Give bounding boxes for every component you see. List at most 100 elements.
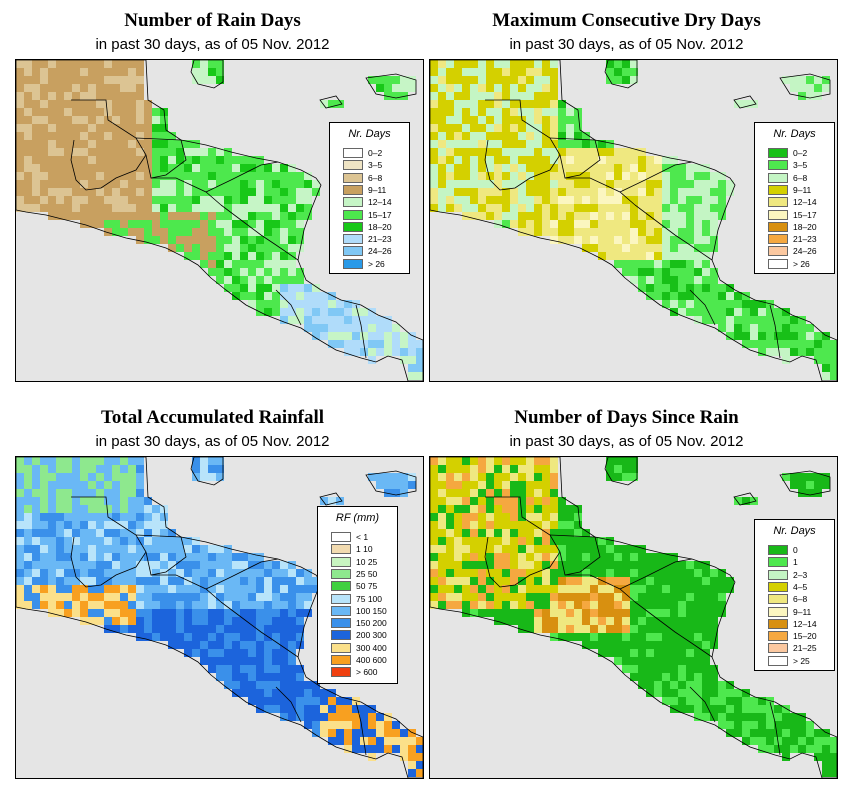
grid-cell [112, 220, 120, 228]
grid-cell [582, 593, 590, 601]
grid-cell [694, 673, 702, 681]
grid-cell [646, 164, 654, 172]
grid-cell [766, 332, 774, 340]
grid-cell [152, 529, 160, 537]
grid-cell [88, 457, 96, 465]
legend-item: 18–20 [768, 221, 832, 233]
coastline [365, 470, 417, 496]
grid-cell [176, 601, 184, 609]
grid-cell [694, 316, 702, 324]
grid-cell [510, 529, 518, 537]
grid-cell [96, 124, 104, 132]
grid-cell [336, 721, 344, 729]
grid-cell [606, 553, 614, 561]
grid-cell [56, 204, 64, 212]
grid-cell [806, 324, 814, 332]
grid-cell [280, 204, 288, 212]
grid-cell [112, 577, 120, 585]
grid-cell [646, 673, 654, 681]
grid-cell [566, 633, 574, 641]
coastline [365, 73, 417, 99]
grid-cell [598, 252, 606, 260]
grid-cell [582, 244, 590, 252]
grid-cell [48, 577, 56, 585]
grid-cell [638, 260, 646, 268]
grid-cell [710, 665, 718, 673]
grid-cell [630, 561, 638, 569]
grid-cell [408, 729, 416, 737]
grid-cell [232, 649, 240, 657]
grid-cell [408, 84, 416, 92]
grid-cell [40, 601, 48, 609]
grid-cell [606, 252, 614, 260]
legend-title: Nr. Days [773, 128, 816, 140]
legend-swatch [768, 209, 788, 220]
grid-cell [40, 481, 48, 489]
grid-cell [184, 212, 192, 220]
grid-cell [72, 529, 80, 537]
grid-cell [502, 553, 510, 561]
grid-cell [678, 577, 686, 585]
grid-cell [486, 497, 494, 505]
grid-cell [152, 172, 160, 180]
grid-cell [80, 76, 88, 84]
grid-cell [192, 236, 200, 244]
grid-cell [486, 180, 494, 188]
grid-cell [120, 220, 128, 228]
grid-cell [64, 204, 72, 212]
grid-cell [606, 601, 614, 609]
grid-cell [806, 729, 814, 737]
grid-cell [152, 561, 160, 569]
grid-cell [40, 164, 48, 172]
grid-cell [806, 745, 814, 753]
grid-cell [24, 497, 32, 505]
grid-cell [542, 481, 550, 489]
grid-cell [526, 601, 534, 609]
grid-cell [622, 212, 630, 220]
grid-cell [176, 569, 184, 577]
grid-cell [288, 569, 296, 577]
grid-cell [256, 561, 264, 569]
grid-cell [446, 545, 454, 553]
grid-cell [734, 300, 742, 308]
grid-cell [40, 497, 48, 505]
grid-cell [502, 76, 510, 84]
grid-cell [446, 84, 454, 92]
grid-cell [24, 140, 32, 148]
grid-cell [614, 585, 622, 593]
grid-cell [606, 633, 614, 641]
grid-cell [296, 593, 304, 601]
grid-cell [430, 140, 438, 148]
grid-cell [454, 593, 462, 601]
grid-cell [200, 601, 208, 609]
grid-cell [654, 569, 662, 577]
grid-cell [88, 196, 96, 204]
grid-cell [718, 300, 726, 308]
grid-cell [478, 561, 486, 569]
grid-cell [168, 236, 176, 244]
grid-cell [264, 705, 272, 713]
grid-cell [408, 769, 416, 777]
grid-cell [494, 465, 502, 473]
grid-cell [64, 577, 72, 585]
legend-label: 24–26 [793, 246, 817, 257]
grid-cell [502, 593, 510, 601]
grid-cell [646, 601, 654, 609]
grid-cell [726, 705, 734, 713]
grid-cell [360, 713, 368, 721]
grid-cell [64, 457, 72, 465]
grid-cell [630, 673, 638, 681]
legend-item: 6–8 [343, 172, 407, 184]
grid-cell [654, 164, 662, 172]
grid-cell [104, 188, 112, 196]
grid-cell [288, 697, 296, 705]
grid-cell [590, 204, 598, 212]
grid-cell [486, 545, 494, 553]
grid-cell [64, 521, 72, 529]
grid-cell [742, 340, 750, 348]
grid-cell [798, 84, 806, 92]
grid-cell [112, 148, 120, 156]
grid-cell [296, 268, 304, 276]
grid-cell [542, 577, 550, 585]
grid-cell [614, 188, 622, 196]
